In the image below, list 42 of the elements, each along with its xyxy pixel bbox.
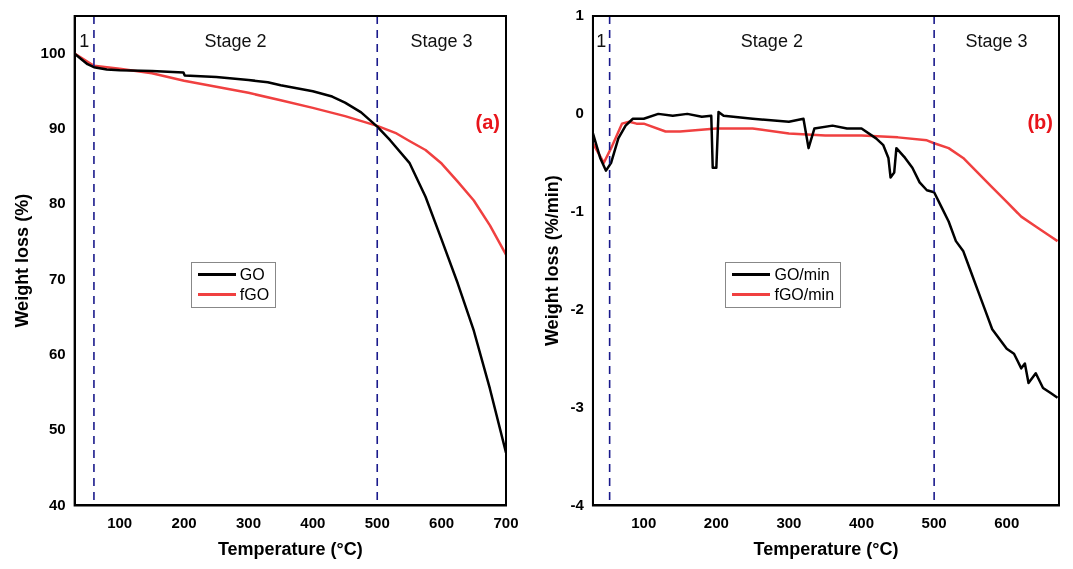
x-tick-label: 600	[994, 513, 1020, 531]
y-tick-label: -2	[570, 299, 584, 317]
x-tick-label: 100	[631, 513, 657, 531]
y-tick-label: 0	[575, 104, 584, 122]
annotation: Stage 2	[740, 30, 803, 51]
annotation: 1	[596, 30, 607, 51]
x-axis-title: Temperature (°C)	[217, 539, 363, 560]
y-axis-title: Weight loss (%/min)	[541, 175, 562, 347]
y-tick-label: -3	[570, 397, 584, 415]
y-tick-label: 50	[48, 420, 66, 438]
legend-label: GO	[239, 264, 265, 285]
y-axis-title: Weight loss (%)	[11, 193, 32, 328]
y-tick-label: 60	[48, 344, 66, 362]
annotation: 1	[79, 30, 90, 51]
x-tick-label: 300	[235, 513, 261, 531]
y-tick-label: 70	[48, 269, 66, 287]
x-tick-label: 300	[776, 513, 802, 531]
x-tick-label: 500	[921, 513, 947, 531]
legend-label: fGO	[239, 284, 270, 305]
x-tick-label: 200	[171, 513, 197, 531]
x-tick-label: 100	[107, 513, 133, 531]
legend-label: GO/min	[774, 264, 830, 285]
annotation: Stage 2	[204, 30, 267, 51]
y-tick-label: -4	[570, 495, 585, 513]
annotation: Stage 3	[965, 30, 1028, 51]
x-tick-label: 400	[849, 513, 875, 531]
x-axis-title: Temperature (°C)	[753, 539, 899, 560]
annotation: (a)	[475, 111, 500, 134]
y-tick-label: 100	[40, 43, 66, 61]
y-tick-label: 80	[48, 194, 66, 212]
y-tick-label: 90	[48, 119, 66, 137]
legend-label: fGO/min	[774, 284, 835, 305]
x-tick-label: 600	[429, 513, 455, 531]
annotation: Stage 3	[410, 30, 473, 51]
y-tick-label: 40	[48, 495, 66, 513]
y-tick-label: 1	[575, 6, 584, 24]
annotation: (b)	[1027, 111, 1053, 134]
y-tick-label: -1	[570, 201, 584, 219]
x-tick-label: 700	[493, 513, 519, 531]
x-tick-label: 200	[703, 513, 729, 531]
x-tick-label: 500	[364, 513, 390, 531]
x-tick-label: 400	[300, 513, 326, 531]
